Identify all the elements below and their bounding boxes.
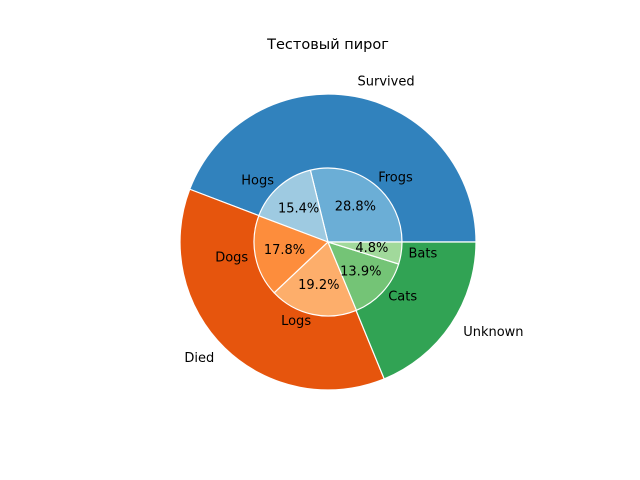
inner_ring-percent-cats: 13.9%: [340, 264, 381, 279]
outer_ring-label-survived: Survived: [358, 74, 415, 89]
inner_ring-label-dogs: Dogs: [215, 251, 248, 266]
inner_ring-wedge-dogs: [253, 215, 329, 294]
inner_ring-wedge-logs: [273, 241, 358, 317]
inner-ring: [253, 167, 403, 317]
outer_ring-label-unknown: Unknown: [463, 325, 523, 340]
inner_ring-percent-logs: 19.2%: [298, 278, 339, 293]
inner_ring-label-hogs: Hogs: [241, 174, 274, 189]
inner_ring-label-bats: Bats: [409, 247, 438, 262]
inner_ring-wedge-hogs: [258, 169, 329, 243]
inner_ring-wedge-bats: [327, 241, 403, 265]
outer_ring-label-died: Died: [184, 351, 214, 366]
chart-title: Тестовый пирог: [266, 37, 389, 53]
inner_ring-percent-dogs: 17.8%: [264, 243, 305, 258]
inner_ring-percent-frogs: 28.8%: [335, 200, 376, 215]
inner_ring-label-frogs: Frogs: [378, 171, 413, 186]
inner_ring-percent-bats: 4.8%: [355, 241, 388, 256]
inner_ring-label-logs: Logs: [281, 314, 311, 329]
inner_ring-wedge-frogs: [309, 167, 403, 243]
inner_ring-label-cats: Cats: [388, 289, 417, 304]
inner_ring-percent-hogs: 15.4%: [278, 201, 319, 216]
